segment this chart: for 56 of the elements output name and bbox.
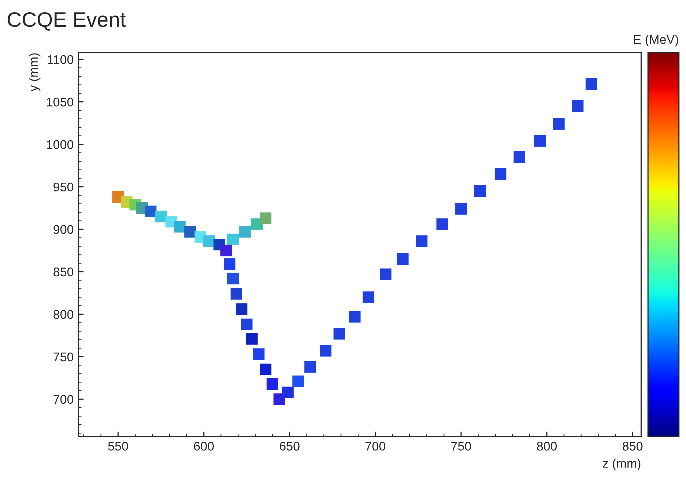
point (494, 168, 507, 180)
point (334, 328, 346, 340)
point (184, 226, 196, 238)
chart-title: CCQE Event (8, 12, 126, 31)
point (260, 212, 272, 224)
x-tick-label: 850 (622, 442, 643, 451)
point (266, 378, 278, 390)
point (534, 135, 546, 147)
point (380, 268, 392, 280)
y-tick-label: 850 (54, 268, 74, 277)
point (436, 218, 448, 230)
y-tick-label: 750 (54, 352, 74, 362)
point (320, 345, 332, 357)
y-tick-label: 950 (54, 182, 74, 192)
y-tick-label: 700 (54, 395, 74, 404)
point (304, 361, 316, 373)
point (227, 272, 240, 285)
y-tick-label: 1050 (47, 98, 74, 107)
point (224, 258, 236, 270)
point (456, 203, 468, 215)
point (362, 292, 375, 304)
x-tick-label: 600 (194, 442, 214, 451)
y-tick-label: 1100 (48, 55, 74, 64)
point (349, 311, 361, 323)
y-tick-label: 800 (54, 310, 74, 320)
point (253, 348, 265, 360)
point (260, 364, 272, 376)
y-tick-label: 900 (54, 225, 74, 234)
point (230, 288, 242, 300)
point (220, 244, 232, 257)
point (553, 118, 565, 130)
point (282, 386, 294, 398)
point (145, 206, 157, 218)
point (514, 151, 526, 164)
point (241, 318, 253, 330)
point (227, 234, 240, 246)
point (239, 226, 252, 238)
x-tick-label: 550 (108, 442, 128, 451)
point (572, 100, 584, 112)
point (174, 221, 186, 233)
point (474, 185, 486, 198)
point (292, 376, 304, 388)
x-tick-label: 650 (280, 442, 300, 451)
x-axis-title: z (mm) (603, 458, 641, 471)
x-tick-label: 750 (452, 442, 472, 451)
y-tick-label: 1000 (47, 140, 74, 150)
point (416, 236, 428, 248)
point (236, 304, 248, 316)
y-axis-title: y (mm) (29, 54, 41, 92)
point (155, 210, 168, 223)
x-tick-label: 800 (537, 442, 558, 451)
color-bar-title: E (MeV) (634, 34, 678, 47)
x-tick-label: 700 (366, 442, 386, 451)
point (397, 253, 409, 266)
point (586, 78, 598, 90)
point (246, 333, 258, 345)
